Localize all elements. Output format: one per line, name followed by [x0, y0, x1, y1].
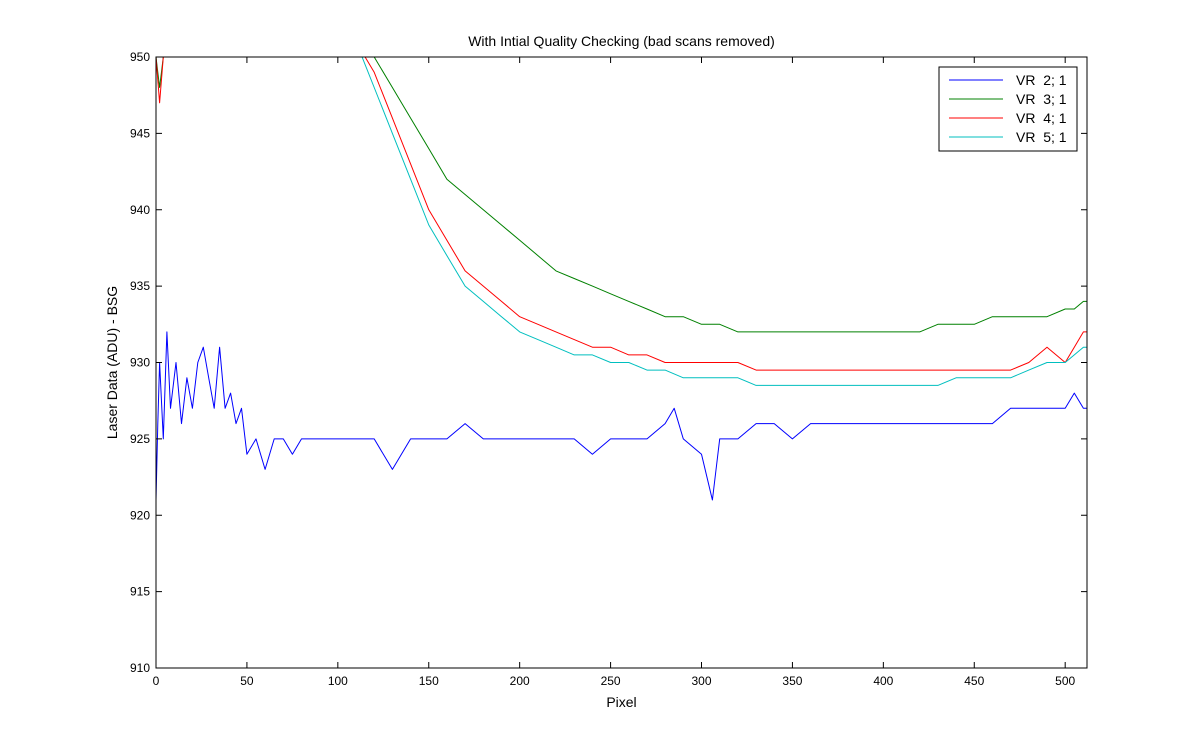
y-tick-label: 950: [130, 50, 150, 64]
x-tick-label: 350: [782, 674, 802, 688]
y-tick-label: 930: [130, 356, 150, 370]
series-line-1: [156, 331, 1087, 501]
y-axis: 910 915 920 925 930 935 940 945 950: [130, 50, 1087, 675]
chart-title: With Intial Quality Checking (bad scans …: [468, 33, 775, 49]
series-line-2: [156, 57, 1087, 333]
legend-label: VR 5; 1: [1016, 129, 1067, 145]
x-tick-label: 50: [240, 674, 254, 688]
x-tick-label: 500: [1055, 674, 1075, 688]
x-tick-label: 400: [873, 674, 893, 688]
series-line-4: [361, 57, 1087, 386]
y-tick-label: 915: [130, 585, 150, 599]
x-tick-label: 300: [691, 674, 711, 688]
x-tick-label: 150: [419, 674, 439, 688]
legend: VR 2; 1 VR 3; 1 VR 4; 1 VR 5; 1: [938, 66, 1078, 152]
x-tick-label: 0: [153, 674, 160, 688]
y-tick-label: 920: [130, 508, 150, 522]
x-tick-label: 450: [964, 674, 984, 688]
y-tick-label: 925: [130, 432, 150, 446]
y-tick-label: 910: [130, 661, 150, 675]
y-tick-label: 945: [130, 126, 150, 140]
legend-label: VR 3; 1: [1016, 91, 1067, 107]
x-tick-label: 100: [328, 674, 348, 688]
x-axis-label: Pixel: [606, 694, 636, 710]
legend-label: VR 2; 1: [1016, 72, 1067, 88]
x-tick-label: 250: [601, 674, 621, 688]
y-tick-label: 935: [130, 279, 150, 293]
y-axis-label: Laser Data (ADU) - BSG: [104, 286, 120, 439]
series-layer: [156, 57, 1087, 501]
y-tick-label: 940: [130, 203, 150, 217]
legend-label: VR 4; 1: [1016, 110, 1067, 126]
x-tick-label: 200: [510, 674, 530, 688]
x-axis: 0 50 100 150 200 250 300 350 400 450 500: [153, 57, 1076, 688]
series-line-3: [156, 57, 1087, 371]
